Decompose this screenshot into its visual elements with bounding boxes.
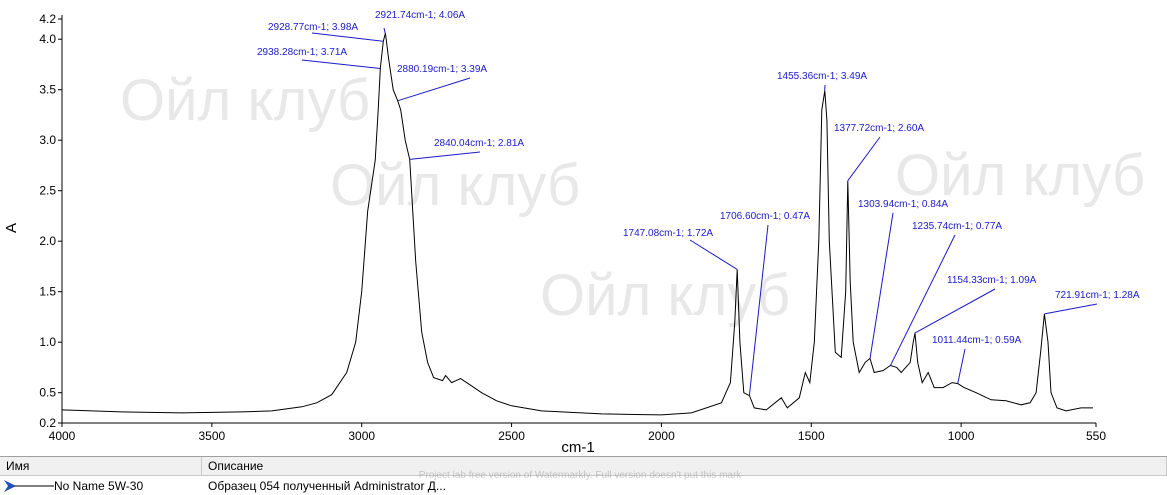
annotation-label: 1706.60cm-1; 0.47A <box>720 211 810 222</box>
x-tick-label: 3000 <box>348 429 375 443</box>
x-tick-label: 1500 <box>798 429 825 443</box>
row-icon <box>4 480 54 492</box>
y-tick-label: 4.2 <box>39 12 56 26</box>
annotation-leader <box>915 289 995 333</box>
annotation-leader <box>398 78 470 101</box>
watermark: Ойл клуб <box>540 263 790 328</box>
x-axis-label: cm-1 <box>561 439 594 456</box>
watermark: Ойл клуб <box>330 153 580 218</box>
x-tick-label: 2000 <box>648 429 675 443</box>
y-axis-label: A <box>3 223 20 233</box>
annotation-label: 1303.94cm-1; 0.84A <box>858 199 948 210</box>
row-name[interactable]: No Name 5W-30 <box>48 477 143 495</box>
row-description[interactable]: Образец 054 полученный Administrator Д..… <box>202 477 446 495</box>
y-tick-label: 3.5 <box>39 83 56 97</box>
y-tick-label: 4.0 <box>39 32 56 46</box>
annotation-label: 2840.04cm-1; 2.81A <box>434 138 524 149</box>
annotation-label: 1377.72cm-1; 2.60A <box>834 123 924 134</box>
annotation-label: 2921.74cm-1; 4.06A <box>375 10 465 21</box>
annotation-leader <box>312 33 383 41</box>
y-tick-label: 0.5 <box>39 386 56 400</box>
column-header[interactable]: Описание <box>202 457 1167 476</box>
annotation-leader <box>384 28 385 33</box>
annotation-leader <box>848 137 880 181</box>
x-tick-label: 4000 <box>49 429 76 443</box>
y-tick-label: 0.2 <box>39 416 56 430</box>
annotation-label: 2928.77cm-1; 3.98A <box>268 22 358 33</box>
annotation-label: 2880.19cm-1; 3.39A <box>397 64 487 75</box>
annotation-label: 2938.28cm-1; 3.71A <box>257 47 347 58</box>
y-tick-label: 2.5 <box>39 184 56 198</box>
results-table: Имя Описание No Name 5W-30 Образец 054 п… <box>0 456 1167 495</box>
x-tick-label: 2500 <box>498 429 525 443</box>
column-header[interactable]: Имя <box>0 457 202 476</box>
y-tick-label: 2.0 <box>39 234 56 248</box>
annotation-leader <box>870 213 893 358</box>
x-tick-label: 550 <box>1086 429 1106 443</box>
y-tick-label: 1.0 <box>39 335 56 349</box>
annotation-label: 721.91cm-1; 1.28A <box>1055 290 1140 301</box>
annotation-label: 1235.74cm-1; 0.77A <box>912 221 1002 232</box>
x-tick-label: 1000 <box>948 429 975 443</box>
annotation-leader <box>1044 304 1097 314</box>
annotation-label: 1455.36cm-1; 3.49A <box>777 71 867 82</box>
watermark: Ойл клуб <box>120 68 370 133</box>
annotation-leader <box>958 349 965 384</box>
annotation-label: 1011.44cm-1; 0.59A <box>932 335 1022 346</box>
annotation-label: 1154.33cm-1; 1.09A <box>947 275 1037 286</box>
y-tick-label: 1.5 <box>39 285 56 299</box>
annotation-label: 1747.08cm-1; 1.72A <box>623 228 713 239</box>
y-tick-label: 3.0 <box>39 133 56 147</box>
x-tick-label: 3500 <box>199 429 226 443</box>
